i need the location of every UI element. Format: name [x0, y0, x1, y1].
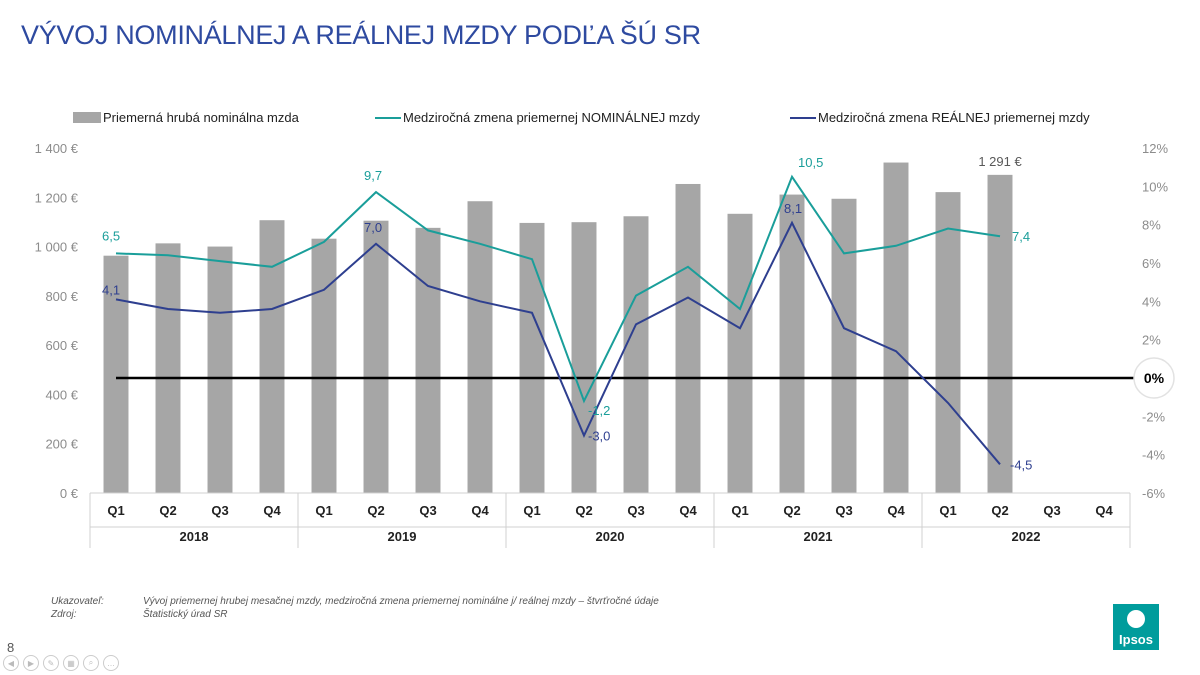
- quarter-label: Q3: [627, 503, 644, 518]
- left-axis-tick: 0 €: [60, 486, 79, 501]
- quarter-label: Q3: [1043, 503, 1060, 518]
- wage-bar: [415, 227, 441, 494]
- footer-indicator-label: Ukazovateľ:: [51, 596, 104, 607]
- footer-source-text: Štatistický úrad SR: [143, 609, 228, 620]
- zoom-icon[interactable]: ⌕: [83, 655, 99, 671]
- wage-bar: [259, 220, 285, 494]
- quarter-label: Q3: [835, 503, 852, 518]
- right-axis-tick: 12%: [1142, 141, 1168, 156]
- right-axis-tick: 4%: [1142, 294, 1161, 309]
- more-options-icon[interactable]: …: [103, 655, 119, 671]
- data-label-bars: 1 291 €: [978, 154, 1022, 169]
- right-axis-tick: 2%: [1142, 333, 1161, 348]
- quarter-label: Q2: [159, 503, 176, 518]
- quarter-label: Q4: [263, 503, 281, 518]
- wage-bar: [883, 162, 909, 493]
- right-axis-tick: -2%: [1142, 409, 1166, 424]
- year-label: 2018: [180, 529, 209, 544]
- data-label-nominal: 10,5: [798, 155, 823, 170]
- wage-bar: [155, 243, 181, 493]
- footer-source-label: Zdroj:: [51, 609, 77, 620]
- legend-real-label: Medziročná zmena REÁLNEJ priemernej mzdy: [818, 110, 1090, 125]
- quarter-label: Q4: [1095, 503, 1113, 518]
- quarter-label: Q1: [731, 503, 748, 518]
- wage-bar: [831, 198, 857, 493]
- data-label-real: 4,1: [102, 282, 120, 297]
- logo-head-icon: [1127, 610, 1145, 628]
- data-label-real: 8,1: [784, 201, 802, 216]
- wage-bar: [311, 238, 337, 493]
- wage-bar: [727, 213, 753, 493]
- quarter-label: Q1: [315, 503, 332, 518]
- wage-bar: [571, 222, 597, 494]
- year-label: 2020: [596, 529, 625, 544]
- wage-chart: Priemerná hrubá nominálna mzda Medziročná…: [35, 110, 1175, 548]
- wage-bar: [987, 174, 1013, 493]
- right-axis-tick: -4%: [1142, 448, 1166, 463]
- wage-bar: [779, 194, 805, 493]
- left-axis-tick: 600 €: [45, 338, 78, 353]
- slide-toolbar: ◀ ▶ ✎ ▦ ⌕ …: [3, 655, 119, 671]
- quarter-label: Q2: [367, 503, 384, 518]
- wage-bar: [675, 183, 701, 493]
- quarter-label: Q4: [471, 503, 489, 518]
- quarter-label: Q3: [211, 503, 228, 518]
- left-axis-tick: 1 000 €: [35, 240, 79, 255]
- wage-bar: [467, 201, 493, 493]
- year-label: 2021: [804, 529, 833, 544]
- wage-bar: [103, 255, 129, 493]
- left-axis-tick: 1 200 €: [35, 190, 79, 205]
- legend-bars-label: Priemerná hrubá nominálna mzda: [103, 110, 300, 125]
- quarter-label: Q4: [887, 503, 905, 518]
- next-slide-icon[interactable]: ▶: [23, 655, 39, 671]
- logo-text: Ipsos: [1119, 632, 1153, 647]
- quarter-label: Q1: [939, 503, 956, 518]
- left-axis-tick: 1 400 €: [35, 141, 79, 156]
- page-number: 8: [7, 640, 15, 655]
- right-axis-tick: 6%: [1142, 256, 1161, 271]
- slide-title: VÝVOJ NOMINÁLNEJ A REÁLNEJ MZDY PODĽA ŠÚ…: [21, 20, 701, 50]
- quarter-label: Q4: [679, 503, 697, 518]
- data-label-nominal: 9,7: [364, 168, 382, 183]
- slides-grid-icon[interactable]: ▦: [63, 655, 79, 671]
- nominal-change-line: [115, 174, 1001, 404]
- left-axis-tick: 200 €: [45, 437, 78, 452]
- data-label-real: 7,0: [364, 220, 382, 235]
- footer-indicator-text: Vývoj priemernej hrubej mesačnej mzdy, m…: [143, 596, 659, 607]
- left-axis-tick: 800 €: [45, 289, 78, 304]
- quarter-label: Q1: [107, 503, 124, 518]
- data-label-real: -4,5: [1010, 457, 1032, 472]
- wage-bar: [623, 216, 649, 493]
- data-label-nominal: -1,2: [588, 403, 610, 418]
- wage-bar: [519, 222, 545, 493]
- wage-bar: [935, 192, 961, 493]
- quarter-label: Q3: [419, 503, 436, 518]
- quarter-label: Q1: [523, 503, 540, 518]
- legend-nominal-label: Medziročná zmena priemernej NOMINÁLNEJ m…: [403, 110, 700, 125]
- right-axis-tick: 10%: [1142, 179, 1168, 194]
- real-change-line: [115, 220, 1001, 465]
- right-axis-tick: 8%: [1142, 218, 1161, 233]
- quarter-label: Q2: [783, 503, 800, 518]
- quarter-label: Q2: [575, 503, 592, 518]
- zero-percent-label: 0%: [1144, 370, 1165, 386]
- pen-icon[interactable]: ✎: [43, 655, 59, 671]
- year-label: 2019: [388, 529, 417, 544]
- data-label-nominal: 7,4: [1012, 229, 1030, 244]
- left-axis-tick: 400 €: [45, 387, 78, 402]
- year-label: 2022: [1012, 529, 1041, 544]
- wage-bar: [207, 246, 233, 493]
- ipsos-logo: Ipsos: [1113, 604, 1159, 650]
- right-axis-tick: -6%: [1142, 486, 1166, 501]
- wage-bar: [363, 220, 389, 494]
- legend-bars-swatch: [73, 112, 101, 123]
- prev-slide-icon[interactable]: ◀: [3, 655, 19, 671]
- data-label-real: -3,0: [588, 429, 610, 444]
- zero-percent-marker: [1133, 357, 1175, 399]
- quarter-label: Q2: [991, 503, 1008, 518]
- data-label-nominal: 6,5: [102, 228, 120, 243]
